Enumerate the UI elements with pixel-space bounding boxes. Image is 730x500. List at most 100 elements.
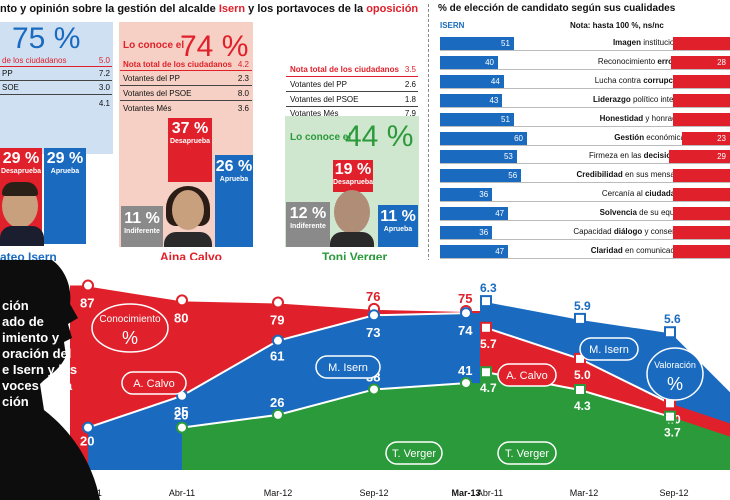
verger-aprueba-bar — [378, 205, 418, 247]
x-tick-label: Sep-12 — [359, 488, 388, 498]
data-point — [272, 334, 284, 347]
calvo-conoce-label: Lo conoce el — [123, 40, 185, 51]
quality-row — [440, 74, 730, 89]
calvo-tag-label: A. Calvo — [133, 378, 175, 390]
quality-isern-bar: 40 — [440, 55, 498, 69]
quality-label: Lucha contra corrupción — [594, 75, 685, 85]
data-label: 80 — [174, 310, 188, 325]
valor-point — [480, 295, 492, 308]
quality-isern-bar: 51 — [440, 112, 514, 126]
isern-desaprueba: 29 % Desaprueba — [0, 150, 42, 175]
isern-tag — [315, 355, 381, 379]
silhouette-icon — [0, 260, 100, 500]
quality-row — [440, 168, 730, 184]
quality-isern-bar: 44 — [440, 74, 504, 88]
section-divider — [428, 4, 429, 262]
valor-data-label: 6.3 — [480, 281, 497, 295]
verger-desaprueba-bar — [333, 160, 373, 192]
valor-point — [480, 366, 492, 379]
data-label: 20 — [80, 434, 94, 449]
qualities-series-label: ISERN — [440, 21, 465, 30]
calvo-aprueba: 26 % Aprueba — [215, 158, 253, 183]
calvo-desaprueba: 37 % Desaprueba — [169, 120, 211, 145]
valor-isern-tag — [579, 337, 639, 361]
quality-isern-bar: 51 — [440, 37, 514, 50]
valor-point — [574, 312, 586, 325]
quality-calvo-bar — [673, 169, 730, 183]
data-label: 87 — [80, 296, 94, 311]
quality-label: Credibilidad en sus mensajes — [576, 170, 686, 180]
quality-isern-bar: 36 — [440, 226, 493, 239]
quality-label: Honestidad y honradez — [599, 113, 685, 123]
data-point — [272, 408, 284, 421]
isern-panel: 75 % — [0, 22, 113, 154]
valor-data-label: 5.9 — [574, 299, 591, 313]
data-point — [82, 421, 94, 434]
data-label: 20 — [174, 408, 188, 423]
quality-calvo-bar — [673, 244, 730, 258]
quality-label: Imagen institucional — [612, 38, 685, 47]
quality-calvo-bar — [673, 37, 730, 50]
data-point — [460, 377, 472, 390]
calvo-indiferente: 11 % Indiferente — [124, 210, 160, 235]
quality-label: Cercanía al ciudadano — [601, 189, 685, 199]
quality-isern-bar: 53 — [440, 150, 517, 164]
verger-tag — [385, 441, 443, 465]
side-caption: ción ado de imiento y oración del e Iser… — [2, 298, 78, 409]
quality-row — [440, 93, 730, 108]
headline: nto y opinión sobre la gestión del alcal… — [0, 3, 419, 15]
quality-isern-bar: 36 — [440, 188, 493, 202]
valoracion-badge-title: Valoración — [654, 360, 696, 370]
quality-isern-bar: 56 — [440, 169, 522, 183]
quality-calvo-bar: 29 — [669, 150, 730, 164]
valor-calvo-tag-label: A. Calvo — [506, 370, 548, 382]
quality-row — [440, 225, 730, 240]
data-label: 73 — [366, 325, 380, 340]
valor-point — [664, 326, 676, 339]
series-line-tverger — [181, 382, 467, 429]
quality-row — [440, 55, 730, 70]
verger-desaprueba: 19 % Desaprueba — [333, 161, 374, 186]
calvo-aprueba-bar — [215, 155, 253, 247]
quality-calvo-bar — [673, 207, 730, 221]
quality-row — [440, 112, 730, 127]
x-tick-label: Mar-12 — [570, 488, 599, 498]
valoracion-badge-pct: % — [667, 374, 683, 394]
quality-isern-bar: 47 — [440, 244, 509, 258]
headline-isern: Isern — [218, 3, 246, 15]
data-point — [460, 307, 472, 320]
quality-label: Reconocimiento errores — [597, 56, 685, 66]
quality-label: Capacidad diálogo y consenso — [573, 227, 685, 236]
calvo-desaprueba-bar — [168, 118, 212, 182]
x-tick-label: Sep-12 — [659, 488, 688, 498]
valor-point — [664, 410, 676, 423]
verger-known-pct: 44 % — [345, 120, 414, 153]
headline-oposicion: oposición — [366, 3, 419, 15]
quality-label: Solvencia de su equipo — [599, 208, 685, 218]
conocimiento-badge-pct: % — [122, 328, 138, 348]
valor-calvo-tag — [497, 363, 557, 387]
valor-isern-tag-label: M. Isern — [589, 344, 629, 356]
x-tick-label: Abr-11 — [477, 488, 503, 498]
isern-aprueba: 29 % Aprueba — [46, 150, 84, 175]
isern-aprueba-bar — [44, 148, 86, 244]
data-label: 75 — [458, 291, 472, 306]
valoracion-badge — [646, 347, 704, 401]
quality-isern-bar: 43 — [440, 93, 503, 107]
quality-row — [440, 131, 730, 146]
isern-known-pct: 75 % — [12, 22, 81, 55]
calvo-tag — [121, 371, 187, 395]
conocimiento-badge — [91, 303, 169, 353]
valor-data-label: 4.7 — [480, 381, 497, 395]
valor-point — [480, 321, 492, 334]
data-point — [176, 421, 188, 434]
quality-row — [440, 206, 730, 222]
valor-data-label: 5.6 — [664, 312, 681, 326]
valor-verger-tag-label: T. Verger — [505, 448, 549, 460]
data-point — [176, 294, 188, 307]
verger-indiferente: 12 % Indiferente — [289, 205, 327, 230]
data-label: 35 — [174, 404, 188, 419]
quality-label: Claridad en comunicación — [590, 245, 685, 255]
conocimiento-badge-title: Conocimiento — [99, 314, 161, 325]
